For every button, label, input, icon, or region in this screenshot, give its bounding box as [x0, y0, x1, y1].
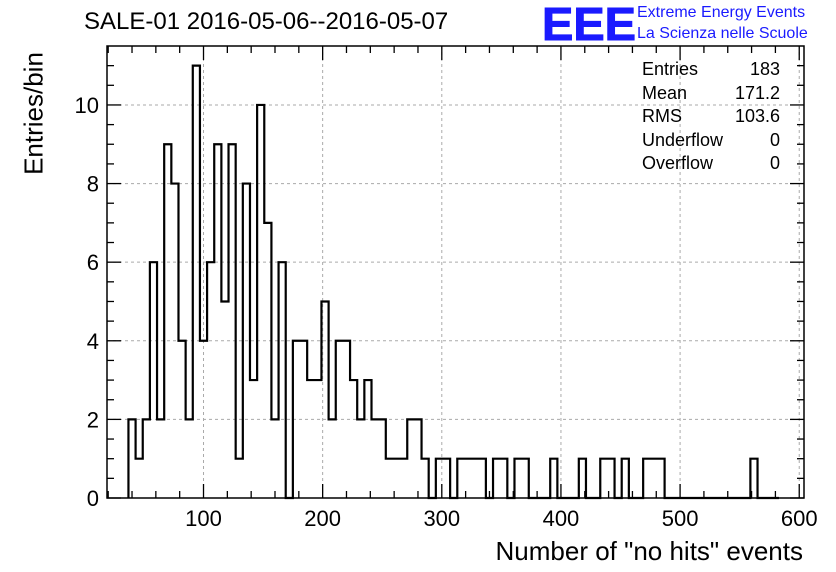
stats-box: Entries 183 Mean 171.2 RMS 103.6 Underflow 0… — [642, 58, 780, 176]
stats-value: 171.2 — [734, 82, 780, 103]
stats-row-overflow: Overflow 0 — [642, 152, 780, 176]
stats-value: 0 — [769, 153, 780, 173]
y-tick-label: 10 — [75, 93, 99, 118]
logo-line-2: La Scienza nelle Scuole — [637, 25, 808, 42]
logo-line-1: Extreme Energy Events — [637, 4, 806, 21]
plot-frame — [106, 45, 805, 499]
stats-row-mean: Mean 171.2 — [642, 82, 780, 106]
x-axis-label: Number of "no hits" events — [495, 536, 804, 566]
x-tick-label: 500 — [662, 506, 699, 531]
x-tick-label: 200 — [304, 506, 341, 531]
y-tick-label: 2 — [87, 407, 99, 432]
stats-label: RMS — [642, 106, 682, 126]
y-axis-label: Entries/bin — [18, 52, 49, 175]
y-tick-label: 6 — [87, 250, 99, 275]
axis-tick-labels: 100 200 300 400 500 600 0 2 4 6 8 10 — [75, 93, 818, 531]
x-tick-label: 600 — [781, 506, 818, 531]
stats-label: Overflow — [642, 153, 714, 173]
grid-lines — [107, 46, 804, 498]
eee-logo: EEE — [542, 2, 637, 46]
chart-title: SALE-01 2016-05-06--2016-05-07 — [84, 8, 449, 35]
stats-label: Underflow — [642, 129, 724, 150]
stats-row-entries: Entries 183 — [642, 58, 780, 82]
x-tick-label: 400 — [543, 506, 580, 531]
stats-value: 103.6 — [734, 106, 780, 126]
axis-ticks — [107, 46, 804, 499]
y-tick-label: 8 — [87, 172, 99, 197]
stats-label: Entries — [642, 59, 699, 79]
stats-row-rms: RMS 103.6 — [642, 105, 780, 129]
x-tick-label: 300 — [423, 506, 460, 531]
stats-row-underflow: Underflow 0 — [642, 129, 780, 153]
stats-value: 0 — [769, 129, 780, 150]
y-tick-label: 0 — [87, 486, 99, 511]
svg-text:EEE: EEE — [542, 2, 636, 46]
stats-label: Mean — [642, 82, 688, 103]
y-tick-label: 4 — [87, 329, 99, 354]
x-tick-label: 100 — [185, 506, 222, 531]
stats-value: 183 — [749, 59, 780, 79]
